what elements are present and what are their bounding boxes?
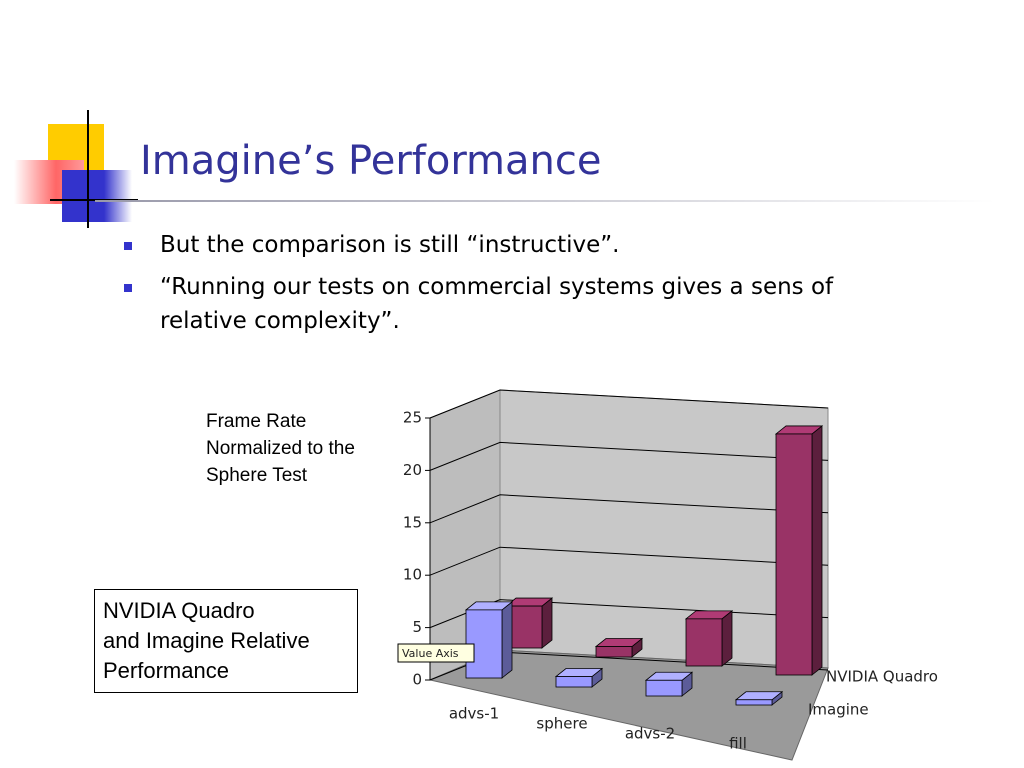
bar [685, 618, 723, 667]
caption-line: NVIDIA Quadro [103, 598, 255, 623]
tooltip: Value Axis [402, 647, 459, 660]
caption-line: and Imagine Relative [103, 628, 310, 653]
y-tick-label: 15 [403, 513, 422, 531]
y-tick-label: 10 [403, 566, 422, 584]
axis-note: Frame Rate Normalized to the Sphere Test [206, 408, 355, 489]
legend-label: Imagine [808, 701, 869, 719]
bar [775, 433, 813, 676]
x-tick-label: advs-2 [625, 725, 675, 743]
bar [595, 646, 633, 658]
deco-blue [62, 170, 132, 222]
slide-title: Imagine’s Performance [140, 138, 602, 184]
deco-line [50, 199, 138, 201]
grid-line [429, 441, 829, 471]
note-line: Frame Rate [206, 411, 307, 432]
bar [645, 679, 683, 697]
legend-label: NVIDIA Quadro [826, 668, 938, 686]
x-tick-label: fill [729, 735, 747, 753]
deco-line [87, 110, 89, 228]
x-tick-label: sphere [536, 715, 587, 733]
grid-line [429, 546, 829, 576]
bar-side [721, 610, 733, 667]
bullet: But the comparison is still “instructive… [160, 232, 620, 258]
y-tick-label: 0 [412, 671, 422, 689]
bar-side [501, 601, 513, 679]
note-line: Normalized to the [206, 438, 355, 459]
tooltip-box [397, 643, 475, 663]
bar [555, 676, 593, 688]
bar [735, 699, 773, 706]
title-rule [95, 200, 995, 202]
y-tick-label: 20 [403, 461, 422, 479]
note-line: Sphere Test [206, 465, 308, 486]
bullet-marker [124, 284, 132, 292]
bullet: “Running our tests on commercial systems… [160, 274, 834, 334]
grid-line [429, 494, 829, 524]
caption-box: NVIDIA Quadro and Imagine Relative Perfo… [94, 589, 358, 693]
bar-side [811, 425, 823, 676]
y-tick-label: 25 [403, 409, 422, 427]
bar-side [541, 597, 553, 649]
y-tick-label: 5 [412, 618, 422, 636]
x-tick-label: advs-1 [449, 705, 499, 723]
caption-line: Performance [103, 658, 229, 683]
bullet-marker [124, 242, 132, 250]
grid-line [429, 389, 829, 419]
